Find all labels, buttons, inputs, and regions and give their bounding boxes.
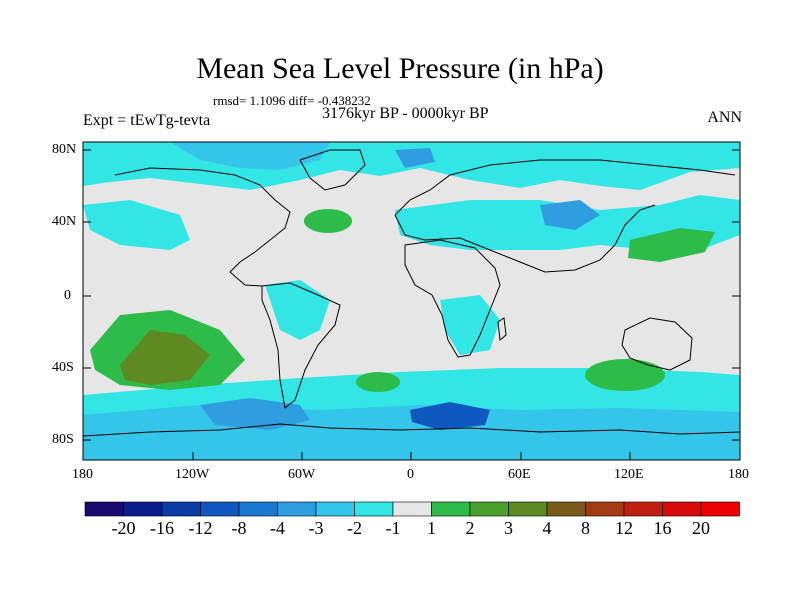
colorbar-level-label: 8 <box>581 518 590 538</box>
colorbar-swatch <box>315 501 355 517</box>
contour-npacific-green <box>628 228 715 262</box>
season-label: ANN <box>707 109 742 126</box>
contour-samerica-cyan <box>265 280 330 340</box>
coast-greenland <box>299 149 366 191</box>
colorbar-swatch <box>238 501 278 517</box>
colorbar-level-label: 16 <box>653 518 672 538</box>
colorbar-level-label: -1 <box>385 518 401 538</box>
coast-africa <box>404 239 501 358</box>
contour-southern-blue-1 <box>200 398 310 430</box>
colorbar-swatch <box>546 501 586 517</box>
period-label: 3176kyr BP - 0000kyr BP <box>322 105 489 122</box>
contour-satlantic-green <box>356 372 400 392</box>
colorbar-level-label: 3 <box>504 518 513 538</box>
colorbar-level-label: -8 <box>231 518 247 538</box>
lat-tick-label: 40N <box>52 214 77 229</box>
colorbar-level-label: 2 <box>465 518 475 538</box>
coastlines <box>83 149 740 437</box>
stats-label: rmsd= 1.1096 diff= -0.438232 <box>213 93 371 108</box>
colorbar-level-label: 4 <box>542 518 552 538</box>
lat-tick-label: 80S <box>52 432 74 447</box>
colorbar-level-label: -4 <box>270 518 285 538</box>
experiment-label: Expt = tEwTg-tevta <box>83 112 211 129</box>
colorbar-level-label: -16 <box>150 518 174 538</box>
lon-tick-label: 120W <box>175 467 210 482</box>
lon-tick-label: 60W <box>288 467 316 482</box>
colorbar-swatch <box>700 501 740 517</box>
lat-tick-label: 40S <box>52 360 74 375</box>
colorbar-swatch <box>277 501 317 517</box>
coast-eurasia-north <box>394 159 736 216</box>
colorbar-level-label: -2 <box>347 518 362 538</box>
colorbar-level-label: 20 <box>692 518 710 538</box>
colorbar-swatch <box>662 501 702 517</box>
contour-asia-blue <box>540 200 600 230</box>
lon-tick-label: 120E <box>614 467 644 482</box>
contour-arctic-blue <box>395 148 435 168</box>
contour-npacific-cyan <box>83 200 190 250</box>
contour-atlantic-green <box>304 209 352 233</box>
coast-madagascar <box>497 317 507 341</box>
colorbar-swatch <box>161 501 201 517</box>
lon-tick-label: 60E <box>508 467 531 482</box>
colorbar-swatch <box>469 501 509 517</box>
lon-tick-label: 0 <box>407 467 414 482</box>
coast-australia <box>621 317 693 371</box>
contour-field <box>83 142 740 460</box>
lat-tick-label: 0 <box>64 288 71 303</box>
coast-antarctica <box>83 423 740 437</box>
colorbar-swatch <box>392 501 432 517</box>
plot-title: Mean Sea Level Pressure (in hPa) <box>196 52 604 85</box>
lat-tick-label: 80N <box>52 142 77 157</box>
coast-north-america <box>114 167 291 287</box>
colorbar-swatch <box>508 501 548 517</box>
contour-greenland-blue <box>170 142 330 170</box>
colorbar-swatch <box>431 501 471 517</box>
lon-tick-label: 180 <box>728 467 749 482</box>
colorbar-swatch <box>200 501 240 517</box>
colorbar-level-label: 1 <box>427 518 436 538</box>
contour-southern-darkblue <box>410 402 490 430</box>
axis-ticks <box>83 149 740 460</box>
colorbar-swatch <box>84 501 124 517</box>
contour-spacific-olive <box>120 330 210 385</box>
colorbar-level-label: -3 <box>308 518 324 538</box>
coast-south-america <box>261 282 341 409</box>
contour-indian-green <box>585 359 665 391</box>
contour-africa-cyan <box>440 295 500 355</box>
colorbar-swatch <box>123 501 163 517</box>
colorbar-level-label: -20 <box>111 518 136 538</box>
colorbar-swatch <box>585 501 625 517</box>
lon-tick-label: 180 <box>72 467 93 482</box>
colorbar-level-label: 12 <box>615 518 633 538</box>
colorbar <box>84 501 740 517</box>
colorbar-swatch <box>623 501 663 517</box>
coast-eurasia-south <box>394 204 656 273</box>
colorbar-swatch <box>354 501 394 517</box>
colorbar-level-label: -12 <box>188 518 213 538</box>
